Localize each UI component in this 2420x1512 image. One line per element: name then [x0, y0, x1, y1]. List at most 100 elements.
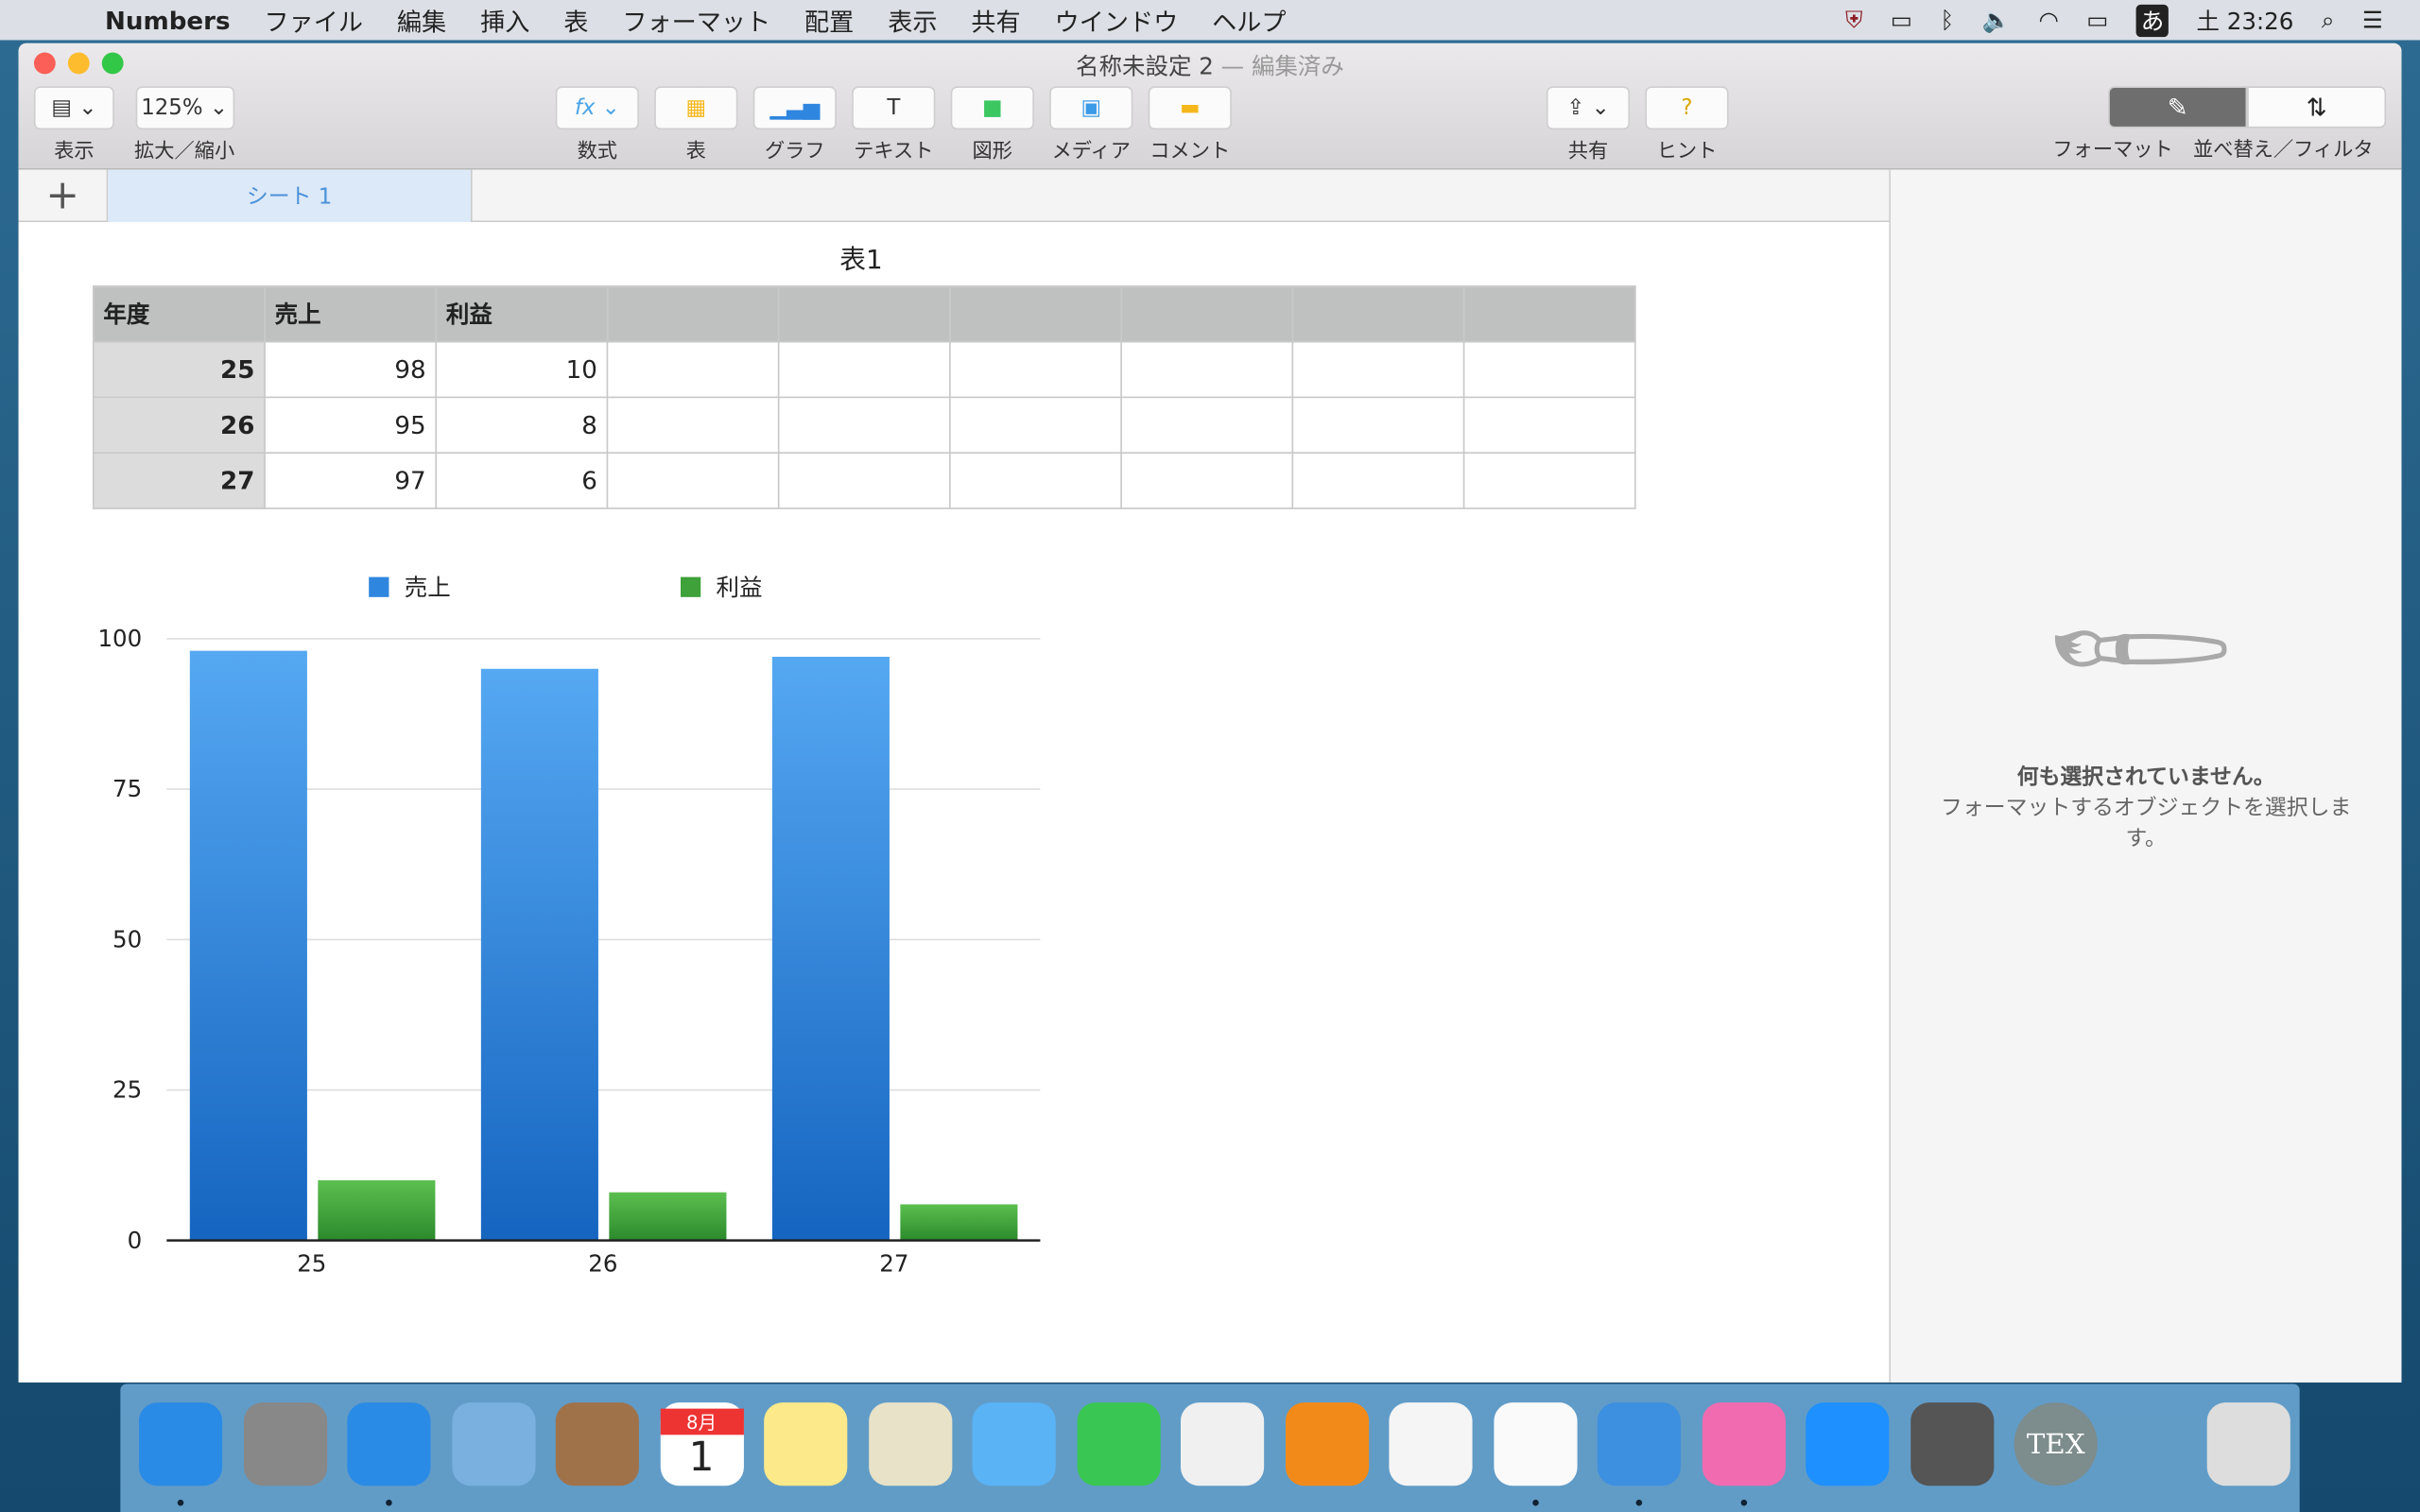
cell[interactable]: 98 [264, 340, 438, 399]
data-table[interactable]: 年度 売上 利益 25 98 10 26 95 8 27 97 6 [92, 285, 1636, 509]
dock-finder-icon[interactable] [138, 1402, 223, 1486]
cell[interactable] [606, 396, 780, 454]
battery-icon[interactable]: ▭ [2086, 6, 2109, 34]
share-button[interactable]: ⇪ ⌄ 共有 [1546, 86, 1631, 163]
dock-facetime-icon[interactable] [1076, 1402, 1160, 1486]
chart-button[interactable]: ▁▃▅ グラフ [752, 86, 837, 163]
clock[interactable]: 土 23:26 [2196, 7, 2294, 35]
cell[interactable]: 95 [264, 396, 438, 454]
cell[interactable] [949, 396, 1122, 454]
cell[interactable] [1462, 396, 1636, 454]
header-cell[interactable] [1462, 285, 1636, 343]
input-method-icon[interactable]: あ [2135, 4, 2169, 37]
dock-連絡先-icon[interactable] [555, 1402, 639, 1486]
dock-keynote-icon[interactable] [1597, 1402, 1681, 1486]
zoom-button[interactable] [101, 52, 124, 75]
shape-button[interactable]: ■ 図形 [950, 86, 1034, 163]
row-header-cell[interactable]: 26 [92, 396, 266, 454]
sort-filter-tab[interactable]: ⇅ [2247, 86, 2387, 129]
menu-edit[interactable]: 編集 [396, 8, 447, 38]
cell[interactable] [777, 340, 951, 399]
bar-chart[interactable]: 0 25 50 75 100 25 26 27 [19, 608, 1099, 1383]
bar-profit[interactable] [900, 1204, 1018, 1241]
bar-profit[interactable] [318, 1179, 436, 1241]
dock-カレンダー-icon[interactable]: 8月 1 [659, 1402, 744, 1486]
header-cell[interactable] [606, 285, 780, 343]
cell[interactable] [1291, 452, 1465, 509]
dock-ゴミ箱-icon[interactable] [2206, 1402, 2290, 1486]
media-button[interactable]: ▣ メディア [1049, 86, 1133, 163]
bar-sales[interactable] [480, 668, 598, 1241]
table-title[interactable]: 表1 [839, 245, 883, 277]
menu-arrange[interactable]: 配置 [804, 8, 855, 38]
dock-itunes-icon[interactable] [1701, 1402, 1786, 1486]
cell[interactable] [1291, 396, 1465, 454]
bluetooth-icon[interactable]: ᛒ [1940, 6, 1955, 34]
menu-view[interactable]: 表示 [888, 8, 938, 38]
cell[interactable] [949, 340, 1122, 399]
legend-item-profit[interactable]: 利益 [680, 571, 763, 603]
dock-launchpad-icon[interactable] [243, 1402, 327, 1486]
row-header-cell[interactable]: 27 [92, 452, 266, 509]
dock-app-store-icon[interactable] [1806, 1402, 1890, 1486]
dock-numbers-icon[interactable] [1493, 1402, 1577, 1486]
cell[interactable] [1120, 396, 1294, 454]
dock-pages-icon[interactable] [1389, 1402, 1473, 1486]
cell[interactable] [1462, 452, 1636, 509]
dock-マップ-icon[interactable] [868, 1402, 952, 1486]
header-cell[interactable]: 売上 [264, 285, 438, 343]
add-sheet-button[interactable]: + [19, 169, 109, 223]
bar-sales[interactable] [189, 650, 307, 1241]
header-cell[interactable] [949, 285, 1122, 343]
cell[interactable] [1462, 340, 1636, 399]
menu-help[interactable]: ヘルプ [1212, 8, 1287, 38]
bar-sales[interactable] [771, 657, 890, 1241]
row-header-cell[interactable]: 25 [92, 340, 266, 399]
header-cell[interactable]: 利益 [435, 285, 609, 343]
menu-format[interactable]: フォーマット [622, 8, 771, 38]
hint-button[interactable]: ? ヒント [1645, 86, 1729, 163]
dock-ibooks-icon[interactable] [1285, 1402, 1369, 1486]
cell[interactable]: 6 [435, 452, 609, 509]
menu-app[interactable]: Numbers [105, 5, 231, 35]
cell[interactable] [777, 396, 951, 454]
menu-insert[interactable]: 挿入 [480, 8, 530, 38]
shield-icon[interactable]: ⛨ [1845, 6, 1863, 34]
minimize-button[interactable] [67, 52, 90, 75]
cell[interactable] [777, 452, 951, 509]
header-cell[interactable]: 年度 [92, 285, 266, 343]
cell[interactable] [1120, 340, 1294, 399]
dock-mail-icon[interactable] [451, 1402, 535, 1486]
format-tab[interactable]: ✎ [2108, 86, 2248, 129]
header-cell[interactable] [1291, 285, 1465, 343]
dock-システム環境設定-icon[interactable] [1910, 1402, 1994, 1486]
menu-table[interactable]: 表 [563, 8, 589, 38]
dock-メッセージ-icon[interactable] [972, 1402, 1056, 1486]
cell[interactable] [606, 340, 780, 399]
text-button[interactable]: T テキスト [852, 86, 936, 163]
volume-icon[interactable]: 🔈 [1981, 6, 2012, 34]
spotlight-icon[interactable]: ⌕ [2321, 6, 2335, 34]
formula-button[interactable]: fx ⌄ 数式 [555, 86, 639, 163]
cell[interactable] [1120, 452, 1294, 509]
header-cell[interactable] [777, 285, 951, 343]
cell[interactable] [606, 452, 780, 509]
zoom-dropdown[interactable]: 125% ⌄ 拡大／縮小 [134, 86, 234, 163]
cell[interactable] [949, 452, 1122, 509]
airplay-icon[interactable]: ▭ [1890, 6, 1913, 34]
menu-share[interactable]: 共有 [971, 8, 1021, 38]
menu-file[interactable]: ファイル [264, 8, 363, 38]
view-button[interactable]: ▤ ⌄ 表示 [33, 86, 114, 163]
cell[interactable]: 8 [435, 396, 609, 454]
close-button[interactable] [33, 52, 56, 75]
dock-tex-icon[interactable]: TEX [2014, 1402, 2098, 1486]
dock-メモ-icon[interactable] [764, 1402, 848, 1486]
comment-button[interactable]: ▬ コメント [1148, 86, 1232, 163]
bar-profit[interactable] [609, 1192, 727, 1241]
cell[interactable]: 10 [435, 340, 609, 399]
dock-写真-icon[interactable] [1180, 1402, 1265, 1486]
notification-center-icon[interactable]: ☰ [2361, 6, 2383, 34]
dock-safari-icon[interactable] [347, 1402, 431, 1486]
tab-sheet-1[interactable]: シート 1 [108, 169, 473, 223]
wifi-icon[interactable]: ◠ [2038, 6, 2059, 34]
